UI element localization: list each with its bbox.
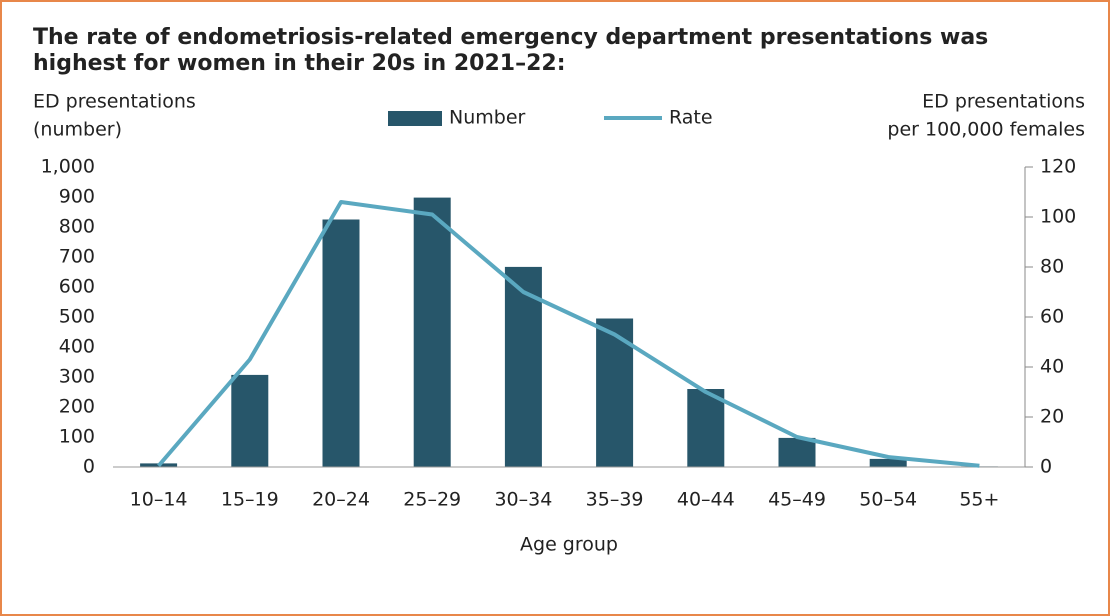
y-tick-label: 200 (59, 396, 95, 418)
x-tick-label: 30–34 (494, 489, 552, 511)
x-tick-label: 15–19 (221, 489, 279, 511)
y2-tick-label: 0 (1040, 456, 1052, 478)
x-tick-label: 25–29 (403, 489, 461, 511)
x-tick-label: 50–54 (859, 489, 917, 511)
legend-swatch (388, 111, 442, 126)
y2-tick-label: 40 (1040, 356, 1064, 378)
y-tick-label: 400 (59, 336, 95, 358)
chart-title: highest for women in their 20s in 2021–2… (33, 51, 566, 76)
x-tick-label: 10–14 (130, 489, 188, 511)
x-tick-label: 20–24 (312, 489, 370, 511)
y-tick-label: 100 (59, 426, 95, 448)
x-tick-label: 45–49 (768, 489, 826, 511)
bar (504, 266, 542, 467)
x-tick-label: 35–39 (586, 489, 644, 511)
y2-tick-label: 60 (1040, 306, 1064, 328)
y-tick-label: 800 (59, 216, 95, 238)
y-tick-label: 500 (59, 306, 95, 328)
bar (869, 458, 907, 467)
y-tick-label: 900 (59, 186, 95, 208)
bar (413, 197, 451, 467)
y2-tick-label: 80 (1040, 256, 1064, 278)
y2-tick-label: 100 (1040, 206, 1076, 228)
y-tick-label: 1,000 (41, 156, 95, 178)
x-axis-label: Age group (520, 534, 618, 556)
y-tick-label: 0 (83, 456, 95, 478)
legend-label: Rate (669, 107, 713, 129)
bar (322, 219, 360, 467)
bar (778, 437, 816, 467)
x-tick-label: 40–44 (677, 489, 735, 511)
y2-tick-label: 20 (1040, 406, 1064, 428)
legend-label: Number (449, 107, 526, 129)
bar (687, 389, 725, 467)
chart-title: The rate of endometriosis-related emerge… (33, 25, 988, 50)
x-tick-label: 55+ (959, 489, 999, 511)
y-tick-label: 600 (59, 276, 95, 298)
y-axis-label: (number) (33, 119, 122, 141)
y2-axis-label: per 100,000 females (887, 119, 1085, 141)
bar (231, 374, 269, 467)
rate-line (157, 200, 980, 468)
y-tick-label: 300 (59, 366, 95, 388)
y2-tick-label: 120 (1040, 156, 1076, 178)
y-tick-label: 700 (59, 246, 95, 268)
y-axis-label: ED presentations (33, 91, 196, 113)
y2-axis-label: ED presentations (922, 91, 1085, 113)
